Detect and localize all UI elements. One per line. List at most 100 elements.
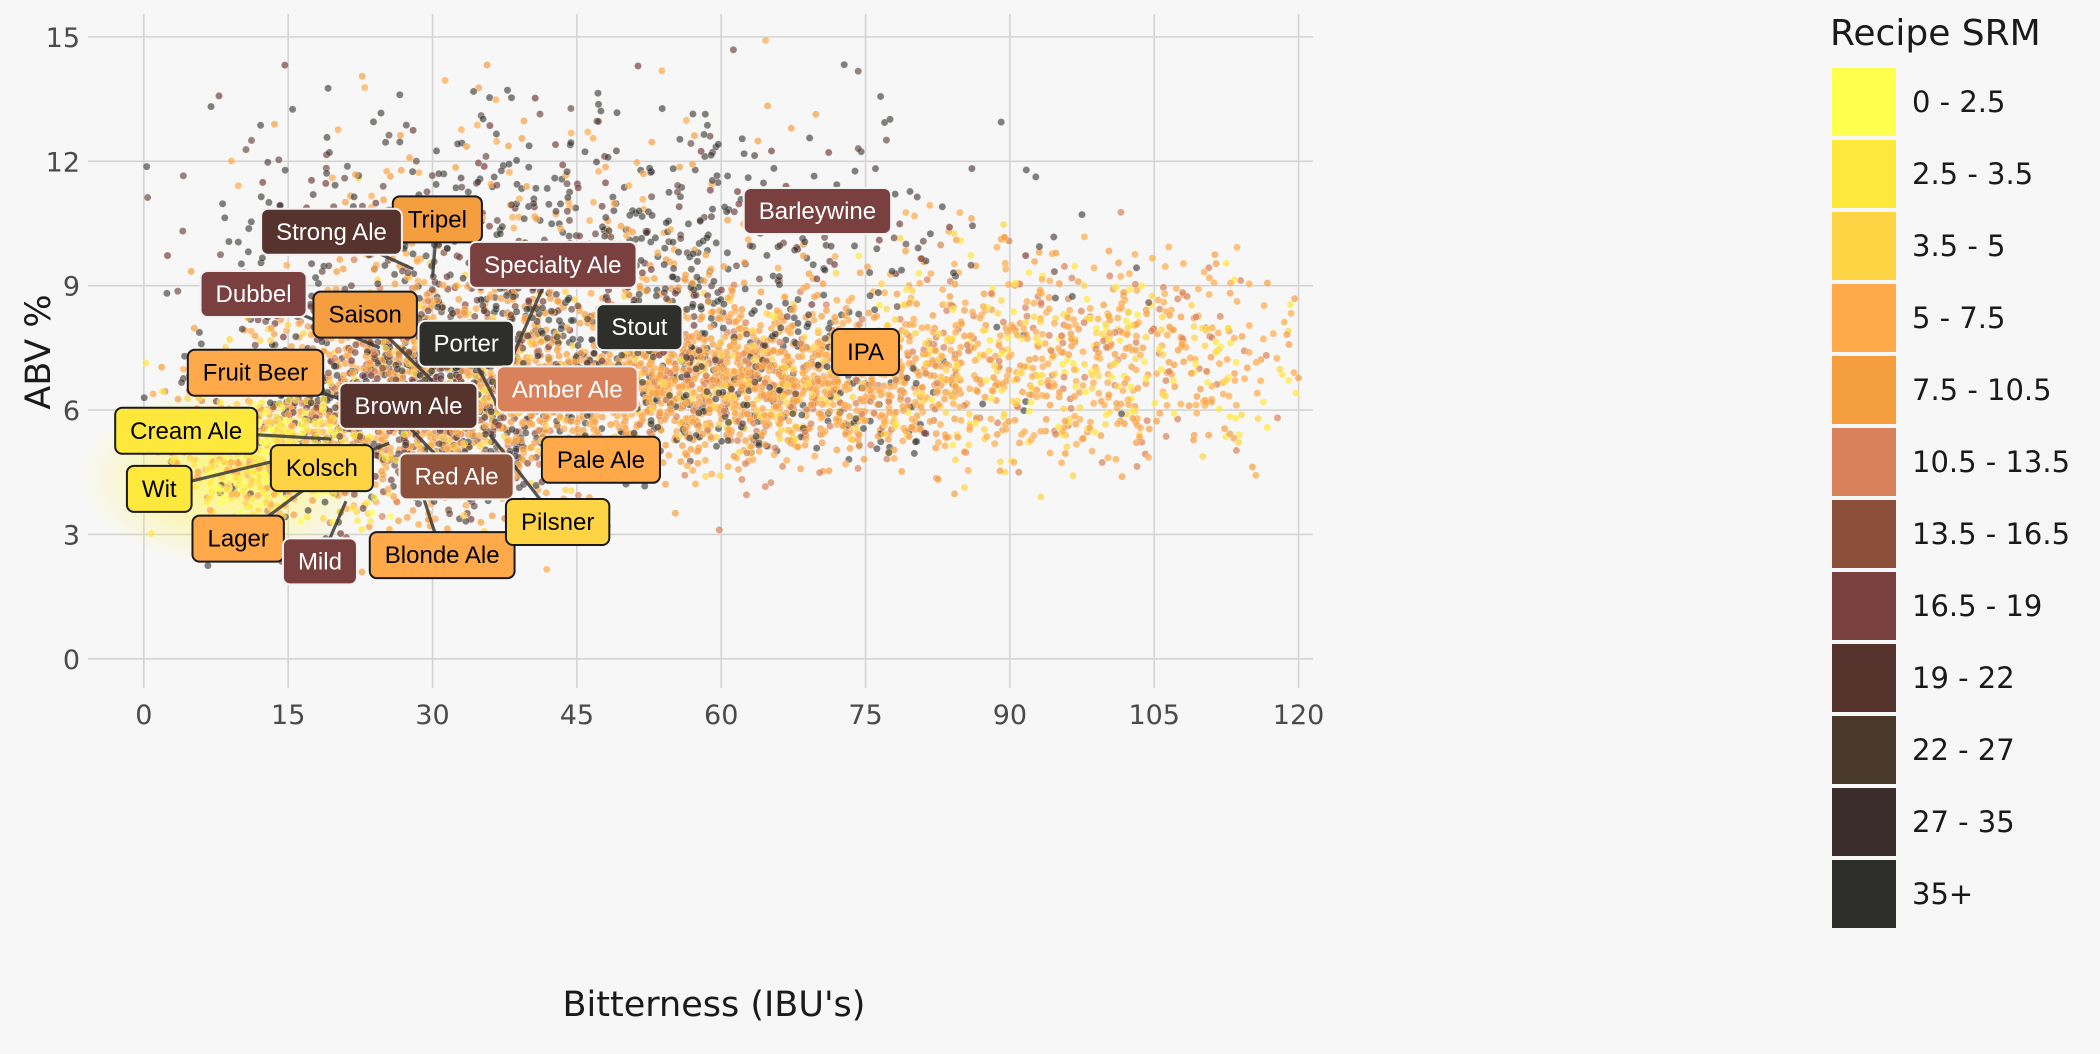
data-point	[159, 388, 166, 395]
data-point	[331, 363, 338, 370]
data-point	[672, 510, 679, 517]
data-point	[428, 367, 435, 374]
data-point	[1083, 296, 1090, 303]
data-point	[594, 428, 601, 435]
data-point	[942, 409, 949, 416]
data-point	[207, 507, 214, 514]
data-point	[974, 388, 981, 395]
data-point	[262, 477, 269, 484]
data-point	[247, 504, 254, 511]
data-point	[707, 433, 714, 440]
data-point	[476, 432, 483, 439]
data-point	[997, 458, 1004, 465]
data-point	[1114, 420, 1121, 427]
data-point	[150, 390, 157, 397]
data-point	[681, 472, 688, 479]
data-point	[891, 455, 898, 462]
data-point	[952, 322, 959, 329]
data-point	[187, 455, 194, 462]
data-point	[881, 418, 888, 425]
data-point	[875, 433, 882, 440]
data-point	[386, 350, 393, 357]
data-point	[657, 371, 664, 378]
data-point	[268, 501, 275, 508]
data-point	[748, 443, 755, 450]
data-point	[378, 468, 385, 475]
data-point	[1217, 313, 1224, 320]
data-point	[665, 452, 672, 459]
data-point	[841, 383, 848, 390]
data-point	[543, 566, 550, 573]
data-point	[861, 456, 868, 463]
data-point	[720, 407, 727, 414]
data-point	[404, 514, 411, 521]
data-point	[677, 458, 684, 465]
data-point	[706, 398, 713, 405]
data-point	[825, 380, 832, 387]
data-point	[365, 437, 372, 444]
data-point	[1191, 334, 1198, 341]
data-point	[488, 408, 495, 415]
data-point	[861, 417, 868, 424]
data-point	[234, 460, 241, 467]
data-point	[1213, 260, 1220, 267]
data-point	[607, 421, 614, 428]
data-point	[348, 357, 355, 364]
data-point	[364, 499, 371, 506]
data-point	[1281, 319, 1288, 326]
data-point	[716, 307, 723, 314]
data-point	[937, 241, 944, 248]
data-point	[1206, 291, 1213, 298]
data-point	[290, 511, 297, 518]
data-point	[252, 342, 259, 349]
data-point	[302, 409, 309, 416]
data-point	[735, 355, 742, 362]
data-point	[354, 517, 361, 524]
data-point	[273, 426, 280, 433]
data-point	[1099, 459, 1106, 466]
data-point	[1081, 374, 1088, 381]
data-point	[227, 459, 234, 466]
data-point	[744, 402, 751, 409]
data-point	[743, 449, 750, 456]
data-point	[706, 406, 713, 413]
data-point	[395, 517, 402, 524]
data-point	[742, 437, 749, 444]
data-point	[770, 347, 777, 354]
data-point	[731, 339, 738, 346]
data-point	[965, 467, 972, 474]
data-point	[697, 303, 704, 310]
data-point	[1260, 399, 1267, 406]
data-point	[696, 399, 703, 406]
data-point	[776, 387, 783, 394]
data-point	[1161, 290, 1168, 297]
data-point	[1201, 342, 1208, 349]
data-point	[180, 366, 187, 373]
data-point	[887, 383, 894, 390]
data-point	[952, 456, 959, 463]
data-point	[702, 457, 709, 464]
data-point	[312, 418, 319, 425]
data-point	[1162, 263, 1169, 270]
data-point	[784, 382, 791, 389]
data-point	[1216, 405, 1223, 412]
data-point	[358, 526, 365, 533]
data-point	[979, 400, 986, 407]
data-point	[320, 396, 327, 403]
data-point	[252, 332, 259, 339]
data-point	[798, 353, 805, 360]
data-point	[471, 313, 478, 320]
data-point	[1030, 300, 1037, 307]
data-point	[843, 305, 850, 312]
data-point	[320, 406, 327, 413]
data-point	[853, 407, 860, 414]
data-point	[545, 356, 552, 363]
data-point	[318, 338, 325, 345]
data-point	[883, 305, 890, 312]
data-point	[1116, 337, 1123, 344]
data-point	[1037, 493, 1044, 500]
data-point	[682, 426, 689, 433]
data-point	[994, 419, 1001, 426]
data-point	[648, 420, 655, 427]
data-point	[886, 409, 893, 416]
